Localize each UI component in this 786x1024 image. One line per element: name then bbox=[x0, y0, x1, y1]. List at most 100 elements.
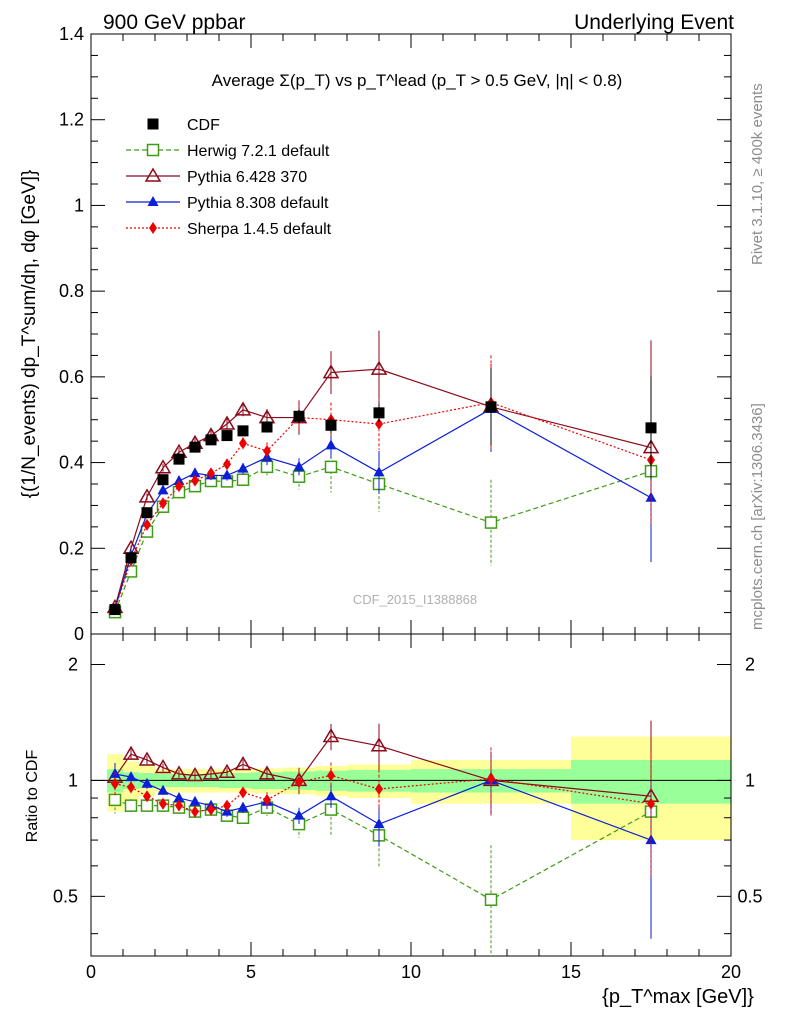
legend-marker-sherpa-1-4-5-default bbox=[149, 222, 157, 234]
x-axis-label: {p_T^max [GeV]} bbox=[602, 986, 754, 1008]
ratio-y-tick-label-right: 0.5 bbox=[737, 886, 762, 906]
pythia-8-308-default-ratio-point bbox=[373, 818, 385, 829]
cdf-point bbox=[141, 507, 153, 519]
sherpa-1-4-5-default-point bbox=[191, 474, 199, 487]
sherpa-1-4-5-default-point bbox=[223, 458, 231, 471]
ratio-y-tick-label-right: 1 bbox=[745, 770, 755, 790]
sherpa-1-4-5-default-point bbox=[263, 445, 271, 457]
x-tick-label: 0 bbox=[86, 962, 96, 982]
legend-label-cdf: CDF bbox=[187, 117, 220, 134]
pythia-6-428-370-ratio-point bbox=[186, 766, 204, 782]
pythia-6-428-370-point bbox=[370, 360, 388, 375]
legend-marker-pythia-6-428-370 bbox=[144, 167, 162, 182]
sherpa-1-4-5-default-ratio-point bbox=[375, 782, 383, 795]
ratio-y-tick-label: 1 bbox=[68, 770, 78, 790]
sherpa-1-4-5-default-ratio-point bbox=[263, 793, 271, 806]
pythia-8-308-default-ratio-point bbox=[237, 801, 249, 812]
sherpa-1-4-5-default-ratio-point bbox=[159, 797, 167, 810]
y-tick-label: 0.8 bbox=[59, 281, 84, 301]
cdf-point bbox=[237, 425, 249, 437]
pythia-6-428-370-ratio-point bbox=[122, 745, 140, 760]
cdf-point bbox=[205, 434, 217, 446]
cdf-point bbox=[189, 441, 201, 453]
sherpa-1-4-5-default-ratio-point bbox=[239, 786, 247, 799]
cdf-point bbox=[325, 419, 337, 431]
y-tick-label: 0 bbox=[74, 624, 84, 644]
y-tick-label: 1.4 bbox=[59, 24, 84, 44]
pythia-6-428-370-point bbox=[138, 488, 156, 503]
sherpa-1-4-5-default-point bbox=[143, 518, 151, 531]
pythia-6-428-370-ratio-point bbox=[258, 765, 276, 780]
sherpa-1-4-5-default-ratio-point bbox=[327, 769, 335, 782]
cdf-point bbox=[645, 422, 657, 434]
ratio-y-tick-label: 2 bbox=[68, 654, 78, 674]
herwig-7-2-1-default-ratio-point bbox=[484, 893, 498, 906]
sherpa-1-4-5-default-ratio-point bbox=[295, 776, 303, 789]
x-tick-label: 10 bbox=[401, 962, 421, 982]
pythia-8-308-default-point bbox=[293, 460, 305, 471]
cdf-point bbox=[221, 430, 233, 442]
sherpa-1-4-5-default-ratio-point bbox=[647, 797, 655, 810]
pythia-6-428-370-point bbox=[322, 364, 340, 379]
pythia-6-428-370-ratio-point bbox=[322, 728, 340, 743]
sherpa-1-4-5-default-ratio-point bbox=[191, 805, 199, 818]
herwig-7-2-1-default-point bbox=[484, 516, 498, 529]
pythia-6-428-370-point bbox=[234, 401, 252, 416]
pythia-6-428-370-ratio-point bbox=[154, 759, 172, 774]
pythia-6-428-370-ratio-point bbox=[138, 751, 156, 766]
cdf-point bbox=[157, 474, 169, 486]
pythia-8-308-default-ratio-point bbox=[141, 777, 153, 788]
series bbox=[106, 330, 660, 956]
sherpa-1-4-5-default-point bbox=[239, 437, 247, 450]
legend-label-sherpa-1-4-5-default: Sherpa 1.4.5 default bbox=[187, 221, 332, 238]
y-tick-label: 1 bbox=[74, 195, 84, 215]
pythia-8-308-default-point bbox=[373, 466, 385, 477]
legend-marker-cdf bbox=[147, 118, 159, 130]
header-right: Underlying Event bbox=[574, 11, 734, 34]
ratio-y-axis-label: Ratio to CDF bbox=[24, 750, 41, 843]
watermark: CDF_2015_I1388868 bbox=[353, 592, 477, 607]
cdf-point bbox=[373, 407, 385, 419]
y-tick-label: 0.4 bbox=[59, 453, 84, 473]
sherpa-1-4-5-default-ratio-point bbox=[487, 772, 495, 785]
pythia-8-308-default-point bbox=[173, 475, 185, 485]
cdf-point bbox=[173, 453, 185, 465]
y-tick-label: 0.6 bbox=[59, 367, 84, 387]
pythia-8-308-default-point bbox=[237, 462, 249, 473]
sherpa-1-4-5-default-ratio-point bbox=[111, 777, 119, 790]
herwig-7-2-1-default-point bbox=[236, 473, 250, 486]
pythia-6-428-370-ratio-point bbox=[370, 737, 388, 752]
sherpa-1-4-5-default-point bbox=[207, 467, 215, 480]
cdf-point bbox=[485, 401, 497, 413]
chart-title: Average Σ(p_T) vs p_T^lead (p_T > 0.5 Ge… bbox=[212, 71, 623, 90]
pythia-6-428-370-ratio-point bbox=[170, 765, 188, 780]
herwig-7-2-1-default-ratio-point bbox=[124, 799, 138, 812]
pythia-6-428-370-ratio-point bbox=[234, 755, 252, 771]
sherpa-1-4-5-default-point bbox=[375, 418, 383, 430]
sherpa-1-4-5-default-point bbox=[175, 480, 183, 493]
pythia-6-428-370-point bbox=[218, 415, 236, 430]
sherpa-1-4-5-default-ratio-point bbox=[127, 781, 135, 794]
pythia-8-308-default-ratio-point bbox=[173, 792, 185, 803]
pythia-6-428-370-ratio-point bbox=[218, 763, 236, 779]
pythia-8-308-default-ratio-point bbox=[189, 795, 201, 806]
pythia-8-308-default-point bbox=[157, 484, 169, 495]
sherpa-1-4-5-default-line bbox=[114, 401, 652, 610]
pythia-8-308-default-point bbox=[325, 439, 337, 450]
legend-label-pythia-8-308-default: Pythia 8.308 default bbox=[187, 195, 329, 212]
cdf-point bbox=[261, 421, 273, 433]
rivet-label: Rivet 3.1.10, ≥ 400k events bbox=[749, 83, 766, 265]
cdf-point bbox=[293, 410, 305, 422]
ratio-y-tick-label-right: 2 bbox=[745, 654, 755, 674]
y-axis-label: {(1/N_events) dp_T^sum/dη, dφ [GeV]} bbox=[19, 170, 40, 499]
sherpa-1-4-5-default-point bbox=[159, 497, 167, 510]
herwig-7-2-1-default-ratio-point bbox=[108, 793, 122, 807]
y-tick-label: 0.2 bbox=[59, 538, 84, 558]
sherpa-1-4-5-default-ratio-point bbox=[223, 799, 231, 812]
ratio-uncertainty-bands bbox=[91, 736, 731, 841]
herwig-7-2-1-default-ratio-point bbox=[236, 811, 250, 824]
pythia-6-428-370-ratio-point bbox=[202, 765, 220, 780]
pythia-8-308-default-ratio-point bbox=[325, 790, 337, 801]
x-tick-label: 5 bbox=[246, 962, 256, 982]
x-tick-label: 15 bbox=[561, 962, 581, 982]
